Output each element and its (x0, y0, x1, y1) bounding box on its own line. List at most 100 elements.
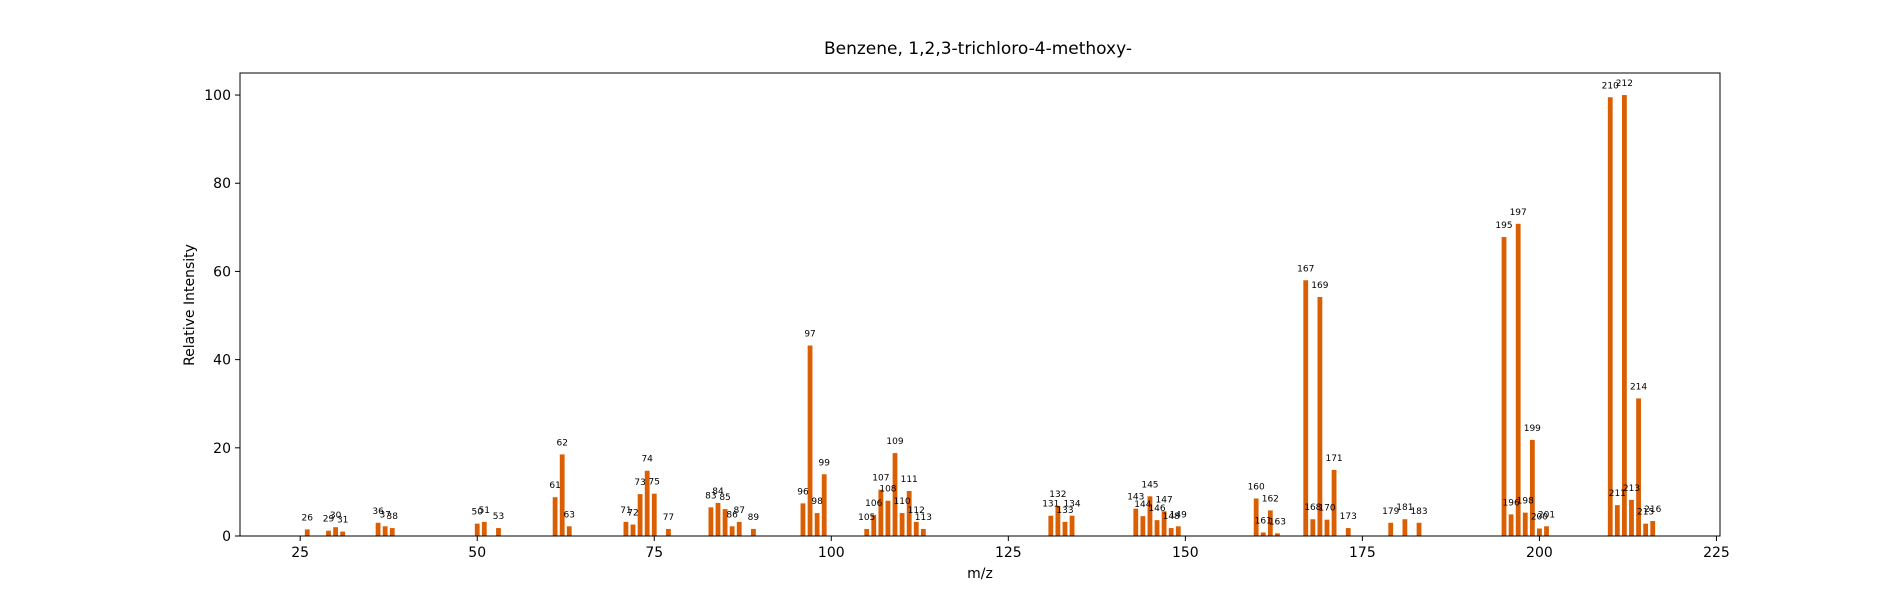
peak-label-145: 145 (1141, 480, 1158, 490)
bar-mz-36 (375, 522, 381, 536)
bar-mz-131 (1048, 515, 1054, 536)
peak-label-216: 216 (1644, 505, 1661, 515)
peak-label-98: 98 (811, 497, 823, 507)
bar-mz-216 (1650, 521, 1656, 536)
peak-label-171: 171 (1325, 454, 1342, 464)
bar-mz-53 (496, 528, 501, 536)
peak-label-37: 37 (379, 510, 390, 520)
peak-label-181: 181 (1396, 503, 1413, 513)
bar-mz-30 (333, 527, 338, 536)
bar-mz-173 (1345, 528, 1351, 536)
bar-mz-201 (1544, 526, 1549, 536)
peak-label-61: 61 (549, 481, 560, 491)
peak-label-132: 132 (1049, 490, 1066, 500)
y-tick-label: 60 (213, 264, 231, 280)
bar-mz-145 (1147, 496, 1153, 536)
bar-mz-146 (1154, 520, 1160, 536)
bar-mz-72 (630, 524, 636, 536)
bar-mz-74 (644, 470, 650, 536)
peak-label-111: 111 (901, 475, 918, 485)
bar-mz-198 (1522, 512, 1528, 536)
y-tick-label: 20 (213, 441, 231, 457)
peak-label-74: 74 (641, 455, 653, 465)
bar-mz-105 (864, 528, 870, 536)
bar-mz-96 (800, 503, 806, 536)
bar-mz-77 (666, 528, 671, 536)
bar-mz-86 (729, 526, 735, 536)
peak-label-62: 62 (556, 438, 567, 448)
plot-frame (239, 72, 1721, 537)
peak-label-51: 51 (479, 506, 490, 516)
bar-mz-167 (1303, 280, 1309, 536)
bar-mz-75 (651, 493, 657, 536)
peak-label-144: 144 (1134, 500, 1151, 510)
bar-mz-183 (1416, 522, 1422, 536)
peak-label-201: 201 (1538, 510, 1555, 520)
bar-mz-84 (715, 502, 721, 536)
peak-label-36: 36 (372, 507, 384, 517)
bar-mz-214 (1636, 398, 1641, 536)
peak-label-195: 195 (1495, 221, 1512, 231)
peak-label-199: 199 (1524, 424, 1541, 434)
y-axis-title: Relative Intensity (182, 244, 198, 366)
bar-mz-171 (1331, 469, 1337, 536)
bar-mz-215 (1643, 523, 1649, 536)
bar-mz-134 (1069, 515, 1075, 536)
bar-mz-87 (736, 521, 742, 536)
bar-mz-168 (1310, 519, 1316, 536)
bar-mz-162 (1267, 510, 1273, 536)
y-tick-label: 80 (213, 176, 231, 192)
bar-mz-50 (474, 523, 480, 536)
peak-label-198: 198 (1517, 497, 1534, 507)
peak-label-215: 215 (1637, 508, 1654, 518)
bar-mz-113 (920, 528, 926, 536)
x-tick-label: 50 (468, 545, 486, 561)
bar-mz-61 (552, 497, 558, 536)
bar-mz-210 (1607, 97, 1613, 536)
x-tick-label: 100 (818, 545, 845, 561)
peak-label-75: 75 (649, 478, 660, 488)
peak-label-72: 72 (627, 509, 638, 519)
peak-label-107: 107 (872, 474, 889, 484)
bar-mz-107 (878, 489, 884, 536)
peak-label-149: 149 (1170, 510, 1187, 520)
bar-mz-98 (814, 513, 820, 536)
bar-mz-110 (899, 513, 905, 536)
peak-label-77: 77 (663, 513, 674, 523)
bar-mz-26 (304, 529, 310, 536)
peak-label-213: 213 (1623, 484, 1640, 494)
bar-mz-179 (1388, 522, 1394, 536)
peak-label-38: 38 (387, 512, 399, 522)
bar-mz-38 (389, 528, 395, 536)
peak-label-110: 110 (894, 497, 911, 507)
bar-mz-85 (722, 509, 728, 536)
peak-label-148: 148 (1163, 512, 1180, 522)
peak-label-131: 131 (1042, 500, 1059, 510)
x-tick-label: 175 (1349, 545, 1376, 561)
peak-label-112: 112 (908, 506, 925, 516)
peak-label-113: 113 (915, 513, 932, 523)
peak-label-96: 96 (797, 487, 809, 497)
peak-label-73: 73 (634, 478, 645, 488)
bar-mz-197 (1515, 223, 1521, 536)
peak-label-29: 29 (323, 515, 335, 525)
bar-mz-73 (637, 494, 643, 536)
peak-label-167: 167 (1297, 264, 1314, 274)
peak-label-183: 183 (1410, 507, 1427, 517)
x-axis: 25 50 75 100 125 150 175 200 225 (291, 536, 1730, 561)
peak-label-133: 133 (1056, 506, 1073, 516)
bar-mz-213 (1629, 499, 1634, 536)
x-tick-label: 75 (645, 545, 663, 561)
bar-mz-200 (1537, 528, 1542, 536)
peak-label-71: 71 (620, 506, 631, 516)
peak-label-212: 212 (1616, 79, 1633, 89)
bar-mz-147 (1161, 511, 1167, 536)
y-axis: 0 20 40 60 80 100 (204, 88, 240, 545)
bar-mz-199 (1529, 439, 1535, 536)
bar-mz-149 (1175, 526, 1181, 536)
bar-mz-144 (1140, 516, 1146, 536)
peak-label-179: 179 (1382, 507, 1399, 517)
peak-label-63: 63 (564, 510, 575, 520)
bar-mz-106 (871, 514, 877, 536)
